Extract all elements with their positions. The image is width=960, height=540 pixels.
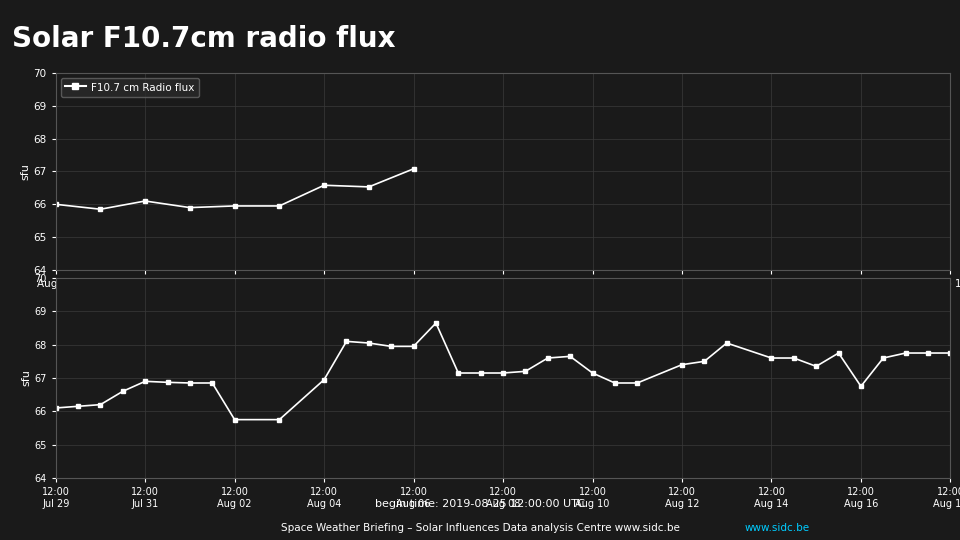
Text: Solar F10.7cm radio flux: Solar F10.7cm radio flux: [12, 25, 395, 52]
Y-axis label: sfu: sfu: [21, 369, 32, 387]
Legend: F10.7 cm Radio flux: F10.7 cm Radio flux: [60, 78, 199, 97]
Text: www.sidc.be: www.sidc.be: [745, 523, 810, 533]
Text: Space Weather Briefing – Solar Influences Data analysis Centre www.sidc.be: Space Weather Briefing – Solar Influence…: [280, 523, 680, 533]
Text: begin time: 2019-08-25 12:00:00 UTC: begin time: 2019-08-25 12:00:00 UTC: [375, 500, 585, 509]
Y-axis label: sfu: sfu: [20, 163, 31, 180]
